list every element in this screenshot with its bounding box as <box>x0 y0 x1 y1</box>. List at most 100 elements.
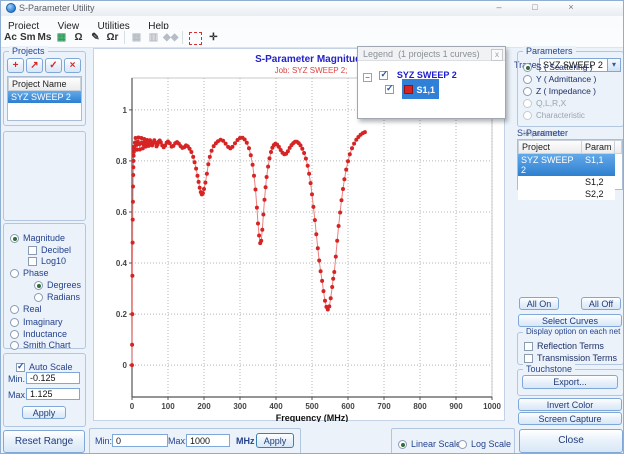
chevron-down-icon[interactable]: ▾ <box>607 59 620 71</box>
checkbox-icon[interactable] <box>28 257 37 266</box>
checkbox-icon[interactable] <box>28 246 37 255</box>
table-row[interactable]: S2,2 <box>518 188 622 200</box>
option-degrees[interactable]: Degrees <box>34 276 81 294</box>
option-imaginary[interactable]: Imaginary <box>10 313 63 331</box>
checkbox-icon[interactable] <box>524 342 533 351</box>
log-scale-option[interactable]: Log Scale <box>458 435 511 453</box>
radio-icon[interactable] <box>523 75 532 84</box>
legend-curve-row[interactable]: S1,1 <box>385 79 439 99</box>
radio-icon[interactable] <box>523 63 532 72</box>
option-radians[interactable]: Radians <box>34 288 80 306</box>
pan-icon[interactable]: ✛ <box>209 32 218 43</box>
close-projects-button[interactable]: × <box>64 58 81 73</box>
project-row-selected[interactable]: SYZ SWEEP 2 <box>8 91 81 103</box>
radio-icon <box>523 99 532 108</box>
omega-zoom-icon[interactable]: Ω <box>74 32 83 43</box>
table-report-icon: ▦ <box>131 32 142 43</box>
m-to-s-icon[interactable]: Ms <box>37 32 52 43</box>
display-options-group: Magnitude Decibel Log10 Phase Degrees Ra… <box>3 223 86 350</box>
apply-projects-button[interactable]: ✓ <box>45 58 62 73</box>
column-header-project[interactable]: Project <box>518 140 582 154</box>
freq-max-input[interactable] <box>186 434 230 447</box>
option-magnitude[interactable]: Magnitude <box>10 229 65 247</box>
export-button[interactable]: Export... <box>522 375 618 389</box>
svg-text:800: 800 <box>413 402 427 411</box>
spreadsheet-icon[interactable]: ▦ <box>56 32 67 43</box>
display-net-title: Display option on each net <box>523 327 623 336</box>
select-curves-button[interactable]: Select Curves <box>518 314 622 327</box>
linear-scale-option[interactable]: Linear Scale <box>398 435 461 453</box>
menu-project[interactable]: Project <box>8 21 40 32</box>
freq-min-input[interactable] <box>112 434 168 447</box>
option-smith-chart[interactable]: Smith Chart <box>10 336 71 354</box>
curve-checkbox[interactable] <box>385 83 394 94</box>
edit-probe-icon[interactable]: ✎ <box>91 32 100 43</box>
s-to-m-icon[interactable]: Sm <box>20 32 36 43</box>
menu-utilities[interactable]: Utilities <box>97 21 130 32</box>
mhz-label: MHz <box>236 436 255 446</box>
invert-color-button[interactable]: Invert Color <box>518 398 622 411</box>
table-row[interactable]: S1,2 <box>518 176 622 188</box>
scale-apply-button[interactable]: Apply <box>22 406 66 419</box>
project-list-header[interactable]: Project Name <box>8 77 81 91</box>
legend-project-row[interactable]: − SYZ SWEEP 2 <box>363 66 457 84</box>
omega-r-icon[interactable]: Ωr <box>106 32 119 43</box>
radio-icon[interactable] <box>34 293 43 302</box>
option-real[interactable]: Real <box>10 300 42 318</box>
radio-icon[interactable] <box>10 341 19 350</box>
all-off-button[interactable]: All Off <box>581 297 621 310</box>
tick-labels: 0 100 200 300 400 500 600 700 800 900 1000 0 0.2 0.4 0… <box>116 106 502 411</box>
screen-capture-button[interactable]: Screen Capture <box>518 412 622 425</box>
checkbox-icon[interactable] <box>524 354 533 363</box>
radio-icon[interactable] <box>398 440 407 449</box>
reset-range-button[interactable]: Reset Range <box>3 430 85 453</box>
radio-icon[interactable] <box>10 318 19 327</box>
trace-value: SYZ SWEEP 2 <box>543 60 603 70</box>
trace-dropdown[interactable]: SYZ SWEEP 2 ▾ <box>539 58 621 72</box>
all-on-button[interactable]: All On <box>519 297 559 310</box>
maximize-button[interactable]: □ <box>532 2 538 12</box>
legend-panel: Legend (1 projects 1 curves) x − SYZ SWE… <box>357 46 506 119</box>
transmission-terms-option[interactable]: Transmission Terms <box>524 349 617 367</box>
project-checkbox[interactable] <box>379 69 389 80</box>
reflection-terms-option[interactable]: Reflection Terms <box>524 337 604 355</box>
legend-header[interactable]: Legend (1 projects 1 curves) x <box>358 47 505 61</box>
separator <box>124 31 125 44</box>
option-inductance[interactable]: Inductance <box>10 325 67 343</box>
radio-icon[interactable] <box>10 269 19 278</box>
radio-icon[interactable] <box>523 87 532 96</box>
radio-icon[interactable] <box>34 281 43 290</box>
empty-group <box>3 131 86 221</box>
radio-icon[interactable] <box>10 234 19 243</box>
close-window-button[interactable]: × <box>568 2 574 12</box>
min-input[interactable] <box>26 372 80 384</box>
legend-curve-chip[interactable]: S1,1 <box>402 79 439 99</box>
option-phase[interactable]: Phase <box>10 264 49 282</box>
radio-icon[interactable] <box>10 330 19 339</box>
param-y-admittance[interactable]: Y ( Admittance ) <box>523 70 596 88</box>
delete-project-button[interactable]: ↗ <box>26 58 43 73</box>
legend-close-button[interactable]: x <box>491 49 503 61</box>
menu-help[interactable]: Help <box>148 21 169 32</box>
column-header-param[interactable]: Param <box>582 140 615 154</box>
tree-collapse-icon[interactable]: − <box>363 73 372 82</box>
close-button[interactable]: Close <box>519 429 623 453</box>
minimize-button[interactable]: – <box>496 2 502 12</box>
max-input[interactable] <box>26 388 80 400</box>
radio-icon[interactable] <box>458 440 467 449</box>
param-z-impedance[interactable]: Z ( Impedance ) <box>523 82 596 100</box>
table-row[interactable]: SYZ SWEEP 2 S1,1 <box>518 154 622 176</box>
freq-apply-button[interactable]: Apply <box>256 433 294 448</box>
ac-analysis-icon[interactable]: Ac <box>4 32 17 43</box>
radio-icon[interactable] <box>10 305 19 314</box>
param-s-scattering[interactable]: S ( Scattering ) <box>523 58 593 76</box>
checkbox-icon[interactable] <box>16 361 25 372</box>
option-log10[interactable]: Log10 <box>28 252 66 270</box>
zoom-region-icon[interactable] <box>189 32 202 45</box>
option-decibel[interactable]: Decibel <box>28 241 71 259</box>
auto-scale-option[interactable]: Auto Scale <box>16 358 73 376</box>
add-project-button[interactable]: + <box>7 58 24 73</box>
menu-view[interactable]: View <box>57 21 80 32</box>
svg-text:0.6: 0.6 <box>116 208 128 217</box>
